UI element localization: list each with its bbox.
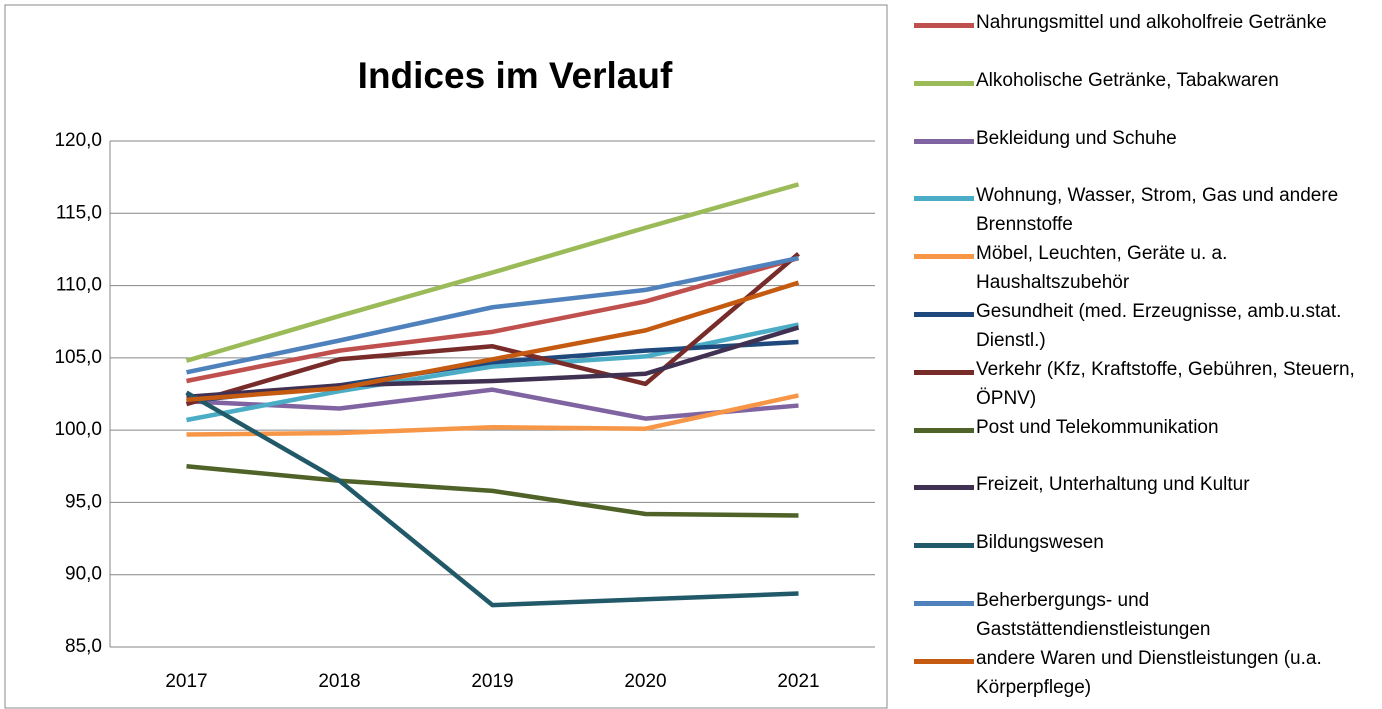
x-tick-label: 2020	[624, 671, 666, 692]
legend-swatch	[914, 601, 974, 606]
legend-label: andere Waren und Dienstleistungen (u.a. …	[976, 647, 1322, 698]
series-line	[186, 325, 800, 400]
series-line	[186, 255, 800, 384]
y-tick-label: 90,0	[65, 564, 102, 585]
y-tick-label: 120,0	[54, 130, 102, 151]
y-tick-label: 105,0	[54, 347, 102, 368]
legend-swatch	[914, 80, 974, 86]
legend-swatch	[914, 196, 974, 202]
series-line	[186, 255, 799, 375]
legend-swatch	[914, 23, 974, 28]
legend-label: Freizeit, Unterhaltung und Kultur	[976, 474, 1250, 496]
y-tick-label: 85,0	[65, 636, 102, 657]
legend-swatch	[914, 427, 974, 433]
series-line	[185, 252, 800, 407]
y-tick-label: 115,0	[56, 202, 102, 223]
series-line	[186, 387, 799, 421]
legend-label: Beherbergungs- und Gaststättendienstleis…	[976, 590, 1211, 640]
x-tick-label: 2017	[165, 671, 207, 692]
legend-label: Bekleidung und Schuhe	[976, 127, 1177, 149]
legend-swatch	[914, 138, 974, 144]
legend-label: Nahrungsmittel und alkoholfreie Getränke	[976, 12, 1327, 33]
series-line	[185, 182, 800, 363]
legend-swatch	[914, 369, 974, 375]
legend-swatch	[914, 543, 974, 549]
y-tick-label: 95,0	[65, 491, 102, 512]
series-line	[186, 393, 799, 437]
legend-label: Verkehr (Kfz, Kraftstoffe, Gebühren, Ste…	[976, 358, 1355, 409]
legend-label: Gesundheit (med. Erzeugnisse, amb.u.stat…	[976, 301, 1342, 351]
legend-swatch	[914, 658, 974, 664]
x-tick-label: 2018	[318, 671, 360, 692]
chart-title: Indices im Verlauf	[358, 55, 673, 96]
chart-border	[4, 4, 888, 709]
legend-swatch	[914, 254, 974, 260]
legend-label: Bildungswesen	[976, 532, 1104, 554]
series-line	[186, 464, 799, 518]
legend: Nahrungsmittel und alkoholfreie Getränke…	[910, 0, 1380, 709]
y-tick-label: 100,0	[54, 419, 102, 440]
series-line	[185, 390, 799, 608]
legend-label: Post und Telekommunikation	[976, 416, 1219, 438]
legend-swatch	[914, 312, 974, 317]
legend-label: Wohnung, Wasser, Strom, Gas und andere B…	[976, 185, 1339, 236]
x-tick-label: 2021	[777, 671, 819, 692]
legend-label: Möbel, Leuchten, Geräte u. a. Haushaltsz…	[976, 243, 1228, 294]
x-tick-label: 2019	[471, 671, 513, 692]
y-tick-label: 110,0	[56, 275, 102, 296]
legend-label: Alkoholische Getränke, Tabakwaren	[976, 69, 1279, 91]
series-line	[186, 280, 800, 403]
legend-swatch	[914, 485, 974, 491]
